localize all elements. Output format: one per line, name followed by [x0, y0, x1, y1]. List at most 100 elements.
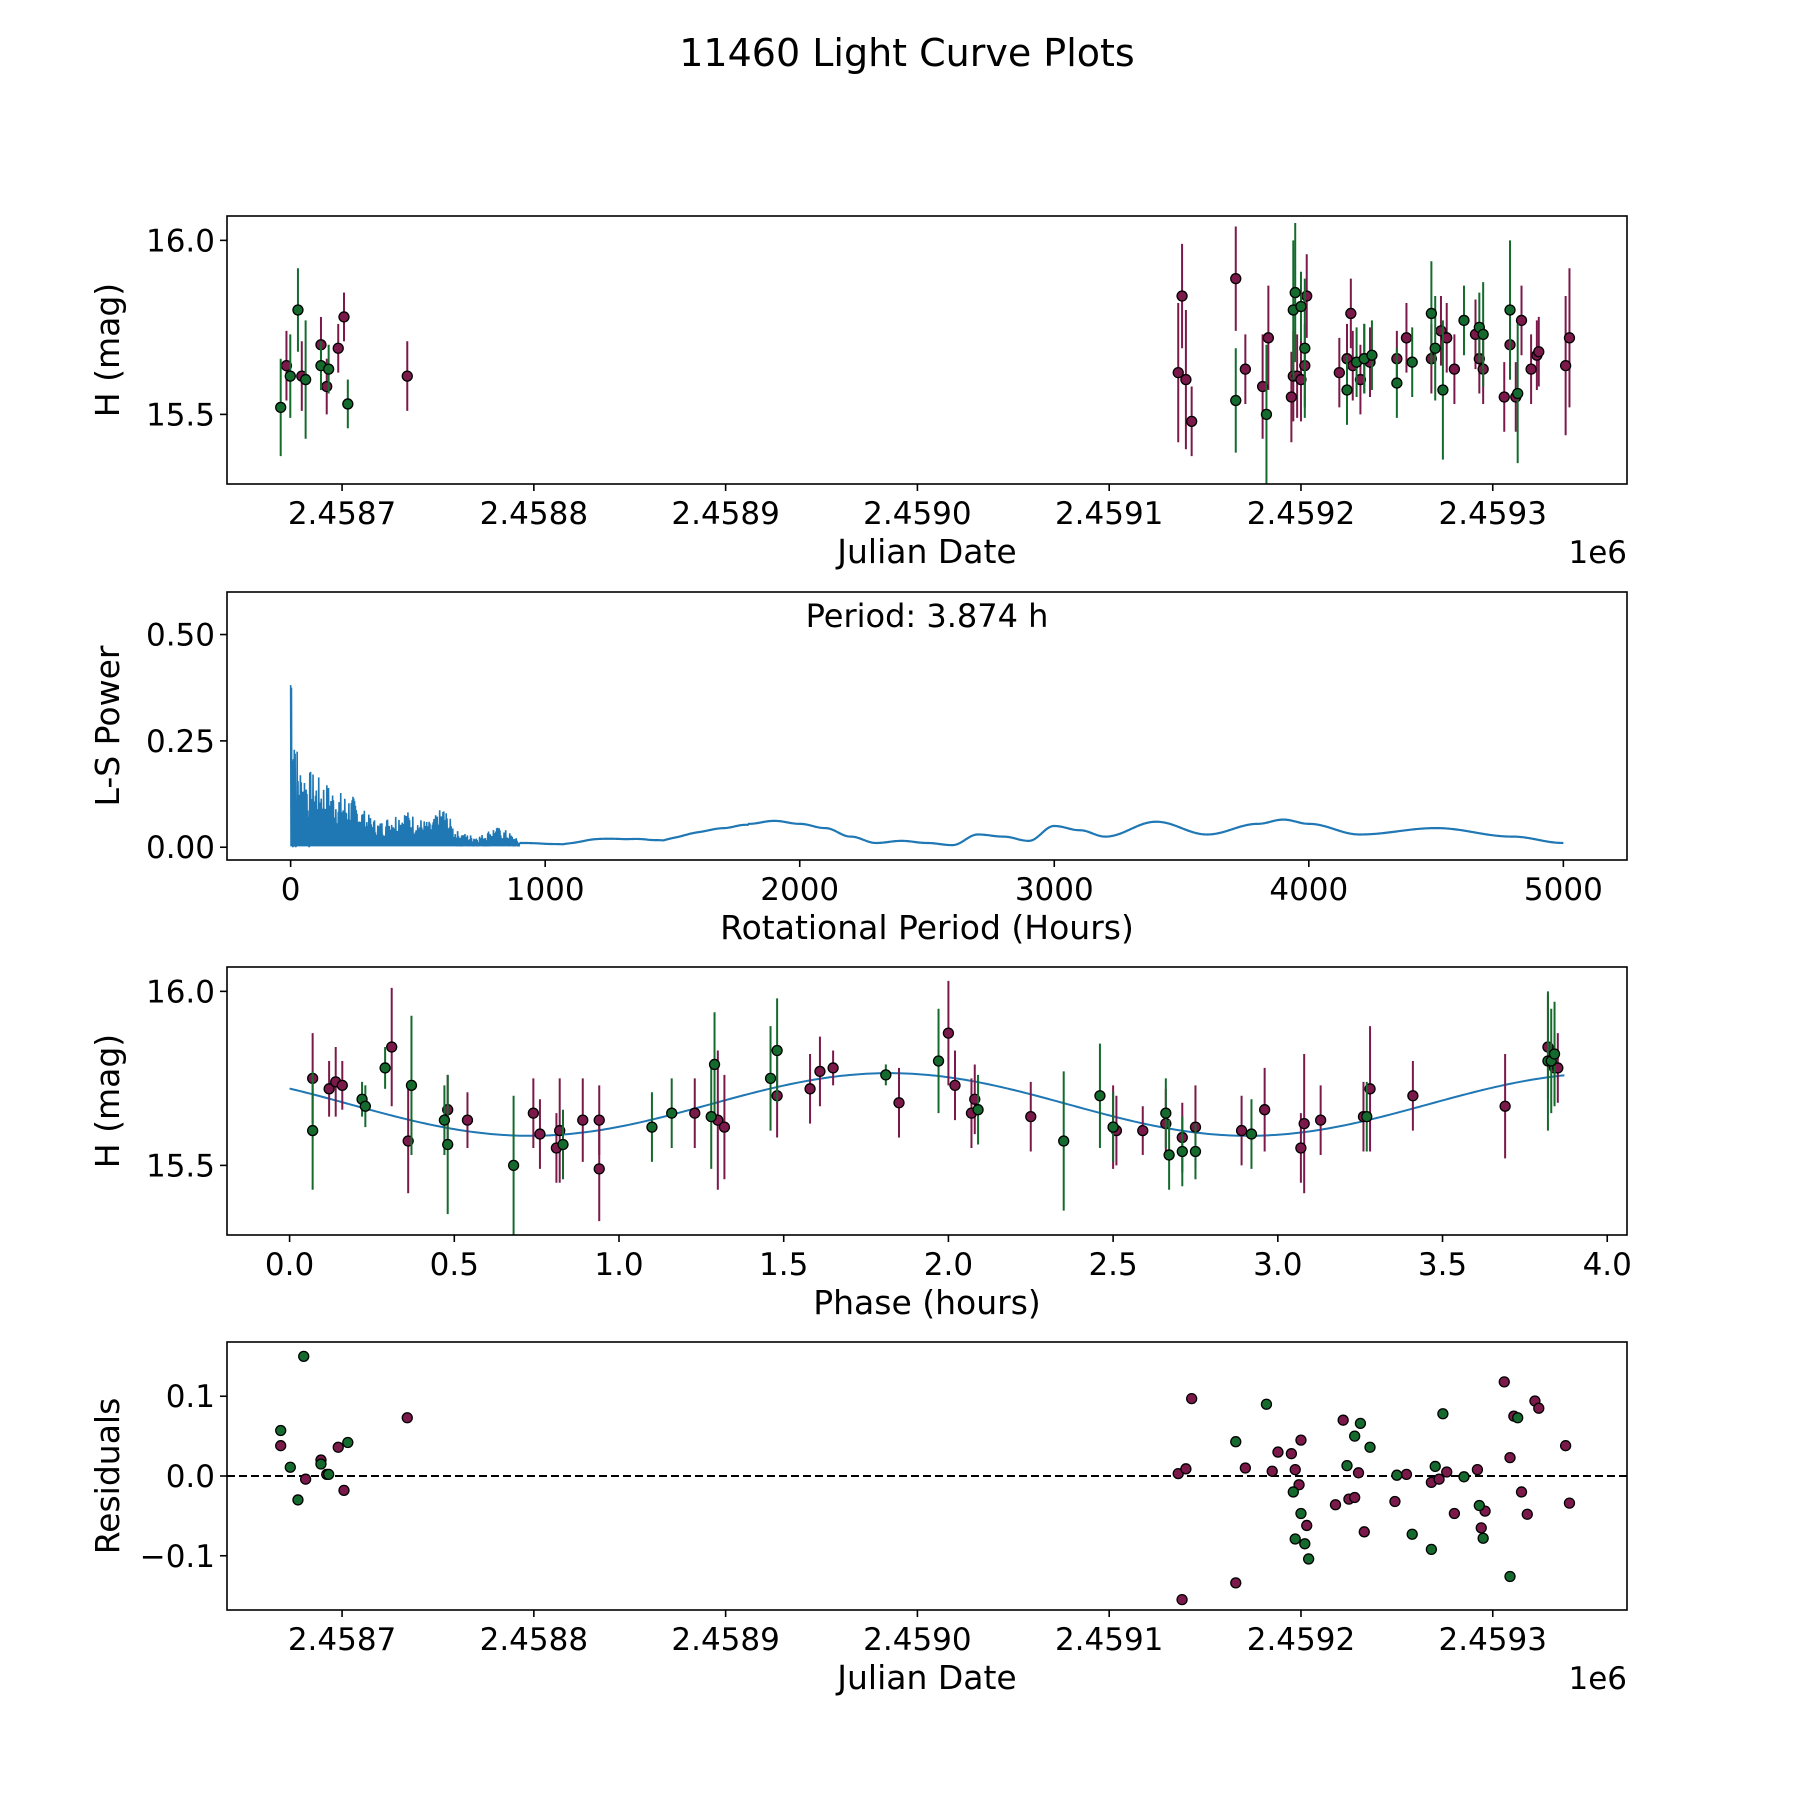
residuals-point-r-20 — [1329, 1499, 1342, 1511]
phased-series-g — [306, 991, 1561, 1235]
residuals-xtick-label-5: 2.4592 — [1247, 1622, 1355, 1658]
lightcurve-point-r-41 — [1525, 363, 1537, 375]
lightcurve-ylabel: H (mag) — [88, 283, 127, 417]
phased-point-r-38 — [1314, 1114, 1327, 1126]
phased-point-r-20 — [814, 1065, 826, 1078]
figure-title: 11460 Light Curve Plots — [679, 31, 1134, 75]
periodogram-frame — [226, 591, 1628, 861]
phased-point-r-24 — [949, 1079, 961, 1091]
residuals-series-g — [275, 1350, 1524, 1583]
lightcurve-point-g-16 — [1366, 349, 1378, 361]
phased-point-g-15 — [880, 1069, 892, 1081]
phased-point-r-34 — [1235, 1124, 1248, 1137]
residuals-point-g-3 — [298, 1350, 310, 1363]
residuals-point-r-5 — [338, 1484, 350, 1497]
lightcurve-xtick-label-2: 2.4589 — [671, 496, 779, 532]
residuals-point-r-23 — [1349, 1491, 1361, 1504]
residuals-point-g-25 — [1477, 1532, 1489, 1544]
lightcurve-ytick-label-0: 15.5 — [146, 397, 215, 433]
lightcurve-point-g-25 — [1504, 304, 1516, 316]
phased-xtick-label-2: 1.0 — [594, 1247, 643, 1283]
residuals-xtick-label-4: 2.4591 — [1055, 1622, 1163, 1658]
phased-ytick-label-1: 16.0 — [146, 974, 215, 1010]
phased-axes: 0.0 0.5 1.0 1.5 2.0 2.5 3.0 3.5 4.0 15.5 16.0 Phase… — [88, 966, 1632, 1322]
residuals-point-g-9 — [1287, 1486, 1299, 1498]
residuals-point-g-11 — [1295, 1507, 1307, 1520]
lightcurve-plot-area — [275, 222, 1576, 484]
periodogram-ytick-label-2: 0.50 — [146, 618, 215, 654]
phased-point-g-13 — [764, 1072, 777, 1085]
lightcurve-point-r-13 — [1256, 380, 1269, 393]
residuals-plot-area — [227, 1350, 1627, 1606]
phased-point-r-42 — [1499, 1100, 1511, 1112]
residuals-point-g-5 — [322, 1468, 335, 1481]
phased-point-g-21 — [1160, 1107, 1172, 1119]
lightcurve-point-g-17 — [1391, 377, 1403, 389]
lightcurve-series-g — [275, 222, 1524, 484]
residuals-xtick-label-0: 2.4587 — [288, 1622, 396, 1658]
lightcurve-point-g-8 — [1260, 408, 1273, 421]
phased-point-g-26 — [1361, 1111, 1373, 1123]
phased-xtick-label-4: 2.0 — [924, 1247, 973, 1283]
phased-frame — [226, 966, 1628, 1236]
plots-container: 2.4587 2.4588 2.4589 2.4590 2.4591 2.4592 2.45… — [88, 215, 1632, 1697]
residuals-offset-label: 1e6 — [1568, 1661, 1627, 1697]
residuals-point-r-14 — [1272, 1446, 1284, 1458]
residuals-point-g-12 — [1299, 1538, 1311, 1550]
phased-point-r-8 — [527, 1107, 540, 1119]
lightcurve-frame — [226, 215, 1628, 485]
periodogram-xtick-label-5: 5000 — [1524, 872, 1603, 908]
lightcurve-point-g-0 — [275, 401, 287, 414]
phased-point-g-20 — [1107, 1121, 1119, 1133]
lightcurve-point-r-9 — [1180, 373, 1192, 386]
residuals-point-r-9 — [1186, 1392, 1198, 1405]
phased-point-r-23 — [942, 1027, 955, 1039]
phased-point-r-30 — [1137, 1124, 1149, 1137]
lightcurve-point-r-37 — [1498, 391, 1510, 403]
residuals-point-r-38 — [1515, 1486, 1528, 1498]
lightcurve-xtick-label-1: 2.4588 — [480, 496, 588, 532]
phased-point-g-3 — [379, 1062, 391, 1074]
lightcurve-point-r-25 — [1354, 373, 1367, 386]
phased-point-g-25 — [1245, 1128, 1258, 1140]
phased-plot-area — [289, 980, 1565, 1235]
lightcurve-point-g-3 — [299, 373, 312, 386]
phased-point-g-29 — [1548, 1048, 1561, 1060]
phased-ytick-label-0: 15.5 — [146, 1148, 215, 1184]
lightcurve-point-r-10 — [1186, 415, 1198, 428]
lightcurve-point-g-6 — [342, 398, 354, 410]
residuals-point-g-17 — [1364, 1441, 1376, 1453]
lightcurve-xtick-label-3: 2.4590 — [863, 496, 971, 532]
lightcurve-point-g-22 — [1458, 314, 1470, 327]
lightcurve-point-r-18 — [1295, 373, 1307, 386]
residuals-point-g-19 — [1406, 1528, 1418, 1540]
periodogram-xtick-label-3: 3000 — [1015, 872, 1094, 908]
residuals-point-r-39 — [1521, 1508, 1533, 1520]
phased-point-g-8 — [557, 1138, 569, 1151]
residuals-point-r-36 — [1504, 1452, 1516, 1464]
residuals-axes: 2.4587 2.4588 2.4589 2.4590 2.4591 2.4592 2.45… — [88, 1341, 1628, 1697]
periodogram-ytick-label-1: 0.25 — [146, 724, 215, 760]
lightcurve-xtick-label-6: 2.4593 — [1439, 496, 1547, 532]
residuals-point-r-0 — [275, 1440, 287, 1452]
residuals-point-r-42 — [1559, 1440, 1572, 1452]
residuals-point-g-27 — [1512, 1412, 1524, 1424]
lightcurve-point-r-45 — [1563, 332, 1576, 344]
periodogram-xtick-label-4: 4000 — [1269, 872, 1348, 908]
residuals-point-g-23 — [1458, 1471, 1470, 1483]
phased-point-r-13 — [593, 1163, 605, 1175]
phased-point-r-3 — [336, 1079, 348, 1091]
phased-point-r-9 — [534, 1128, 546, 1140]
residuals-point-r-26 — [1389, 1495, 1401, 1508]
residuals-point-g-15 — [1349, 1430, 1361, 1442]
residuals-point-r-33 — [1475, 1522, 1487, 1534]
lightcurve-point-g-24 — [1477, 328, 1489, 340]
lightcurve-point-g-12 — [1299, 342, 1311, 354]
periodogram-ytick-label-0: 0.00 — [146, 830, 215, 866]
residuals-point-g-10 — [1289, 1533, 1301, 1545]
phased-point-r-22 — [893, 1097, 905, 1109]
residuals-xtick-label-3: 2.4590 — [863, 1622, 971, 1658]
residuals-xtick-label-6: 2.4593 — [1439, 1622, 1547, 1658]
residuals-point-r-29 — [1433, 1473, 1445, 1485]
phased-point-g-0 — [306, 1124, 319, 1137]
